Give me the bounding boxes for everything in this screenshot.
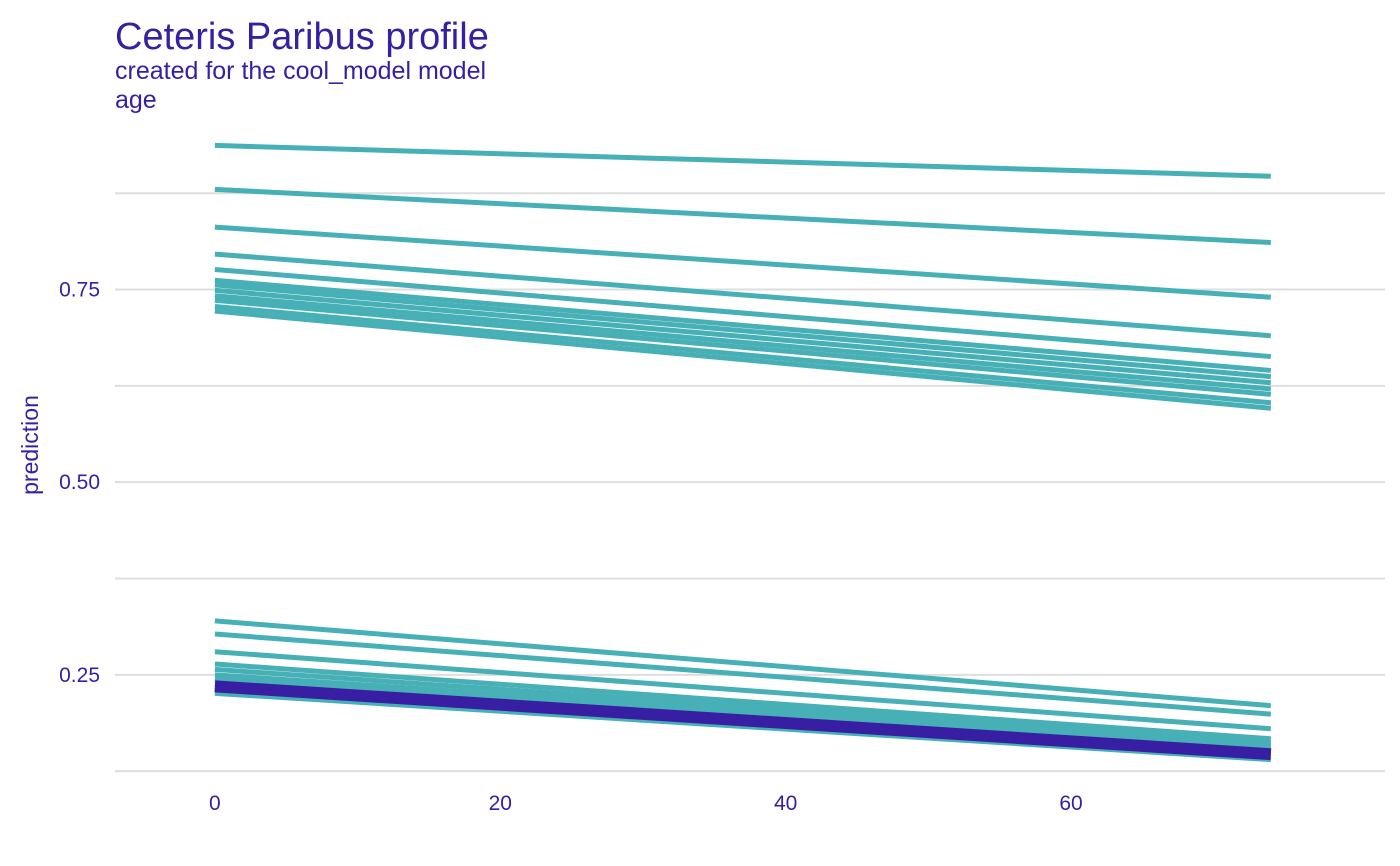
profile-line	[214, 649, 1272, 732]
chart-title: Ceteris Paribus profile	[115, 16, 489, 58]
profile-lines	[214, 142, 1272, 763]
x-tick-label: 60	[1059, 792, 1082, 815]
y-tick-label: 0.50	[59, 471, 100, 494]
y-axis-ticks: 0.25 0.50 0.75	[59, 279, 100, 687]
profile-line	[214, 631, 1272, 717]
profile-line	[214, 661, 1272, 742]
profile-line	[214, 251, 1272, 339]
profile-line	[214, 277, 1272, 373]
mean-profile	[214, 680, 1272, 761]
y-tick-label: 0.25	[59, 664, 100, 687]
profile-line	[214, 142, 1271, 179]
x-tick-label: 20	[489, 792, 512, 815]
profile-line	[214, 303, 1272, 406]
mean-profile-line	[214, 680, 1272, 761]
chart-subtitle: created for the cool_model model	[115, 57, 486, 85]
x-tick-label: 0	[209, 792, 221, 815]
profile-line	[214, 308, 1272, 411]
profile-line	[214, 666, 1272, 746]
y-axis-label: prediction	[17, 395, 43, 495]
panel-label: age	[115, 86, 157, 114]
profile-line	[214, 186, 1271, 246]
profile-line	[214, 287, 1272, 386]
profile-line	[214, 618, 1272, 709]
profile-line	[214, 267, 1272, 360]
y-tick-label: 0.75	[59, 279, 100, 302]
profile-line	[214, 282, 1272, 380]
x-tick-label: 40	[774, 792, 797, 815]
profile-line	[214, 672, 1272, 749]
profile-line	[214, 293, 1272, 392]
profile-line	[214, 224, 1272, 300]
x-axis-ticks: 0 20 40 60	[209, 792, 1083, 815]
profile-line	[214, 297, 1272, 397]
